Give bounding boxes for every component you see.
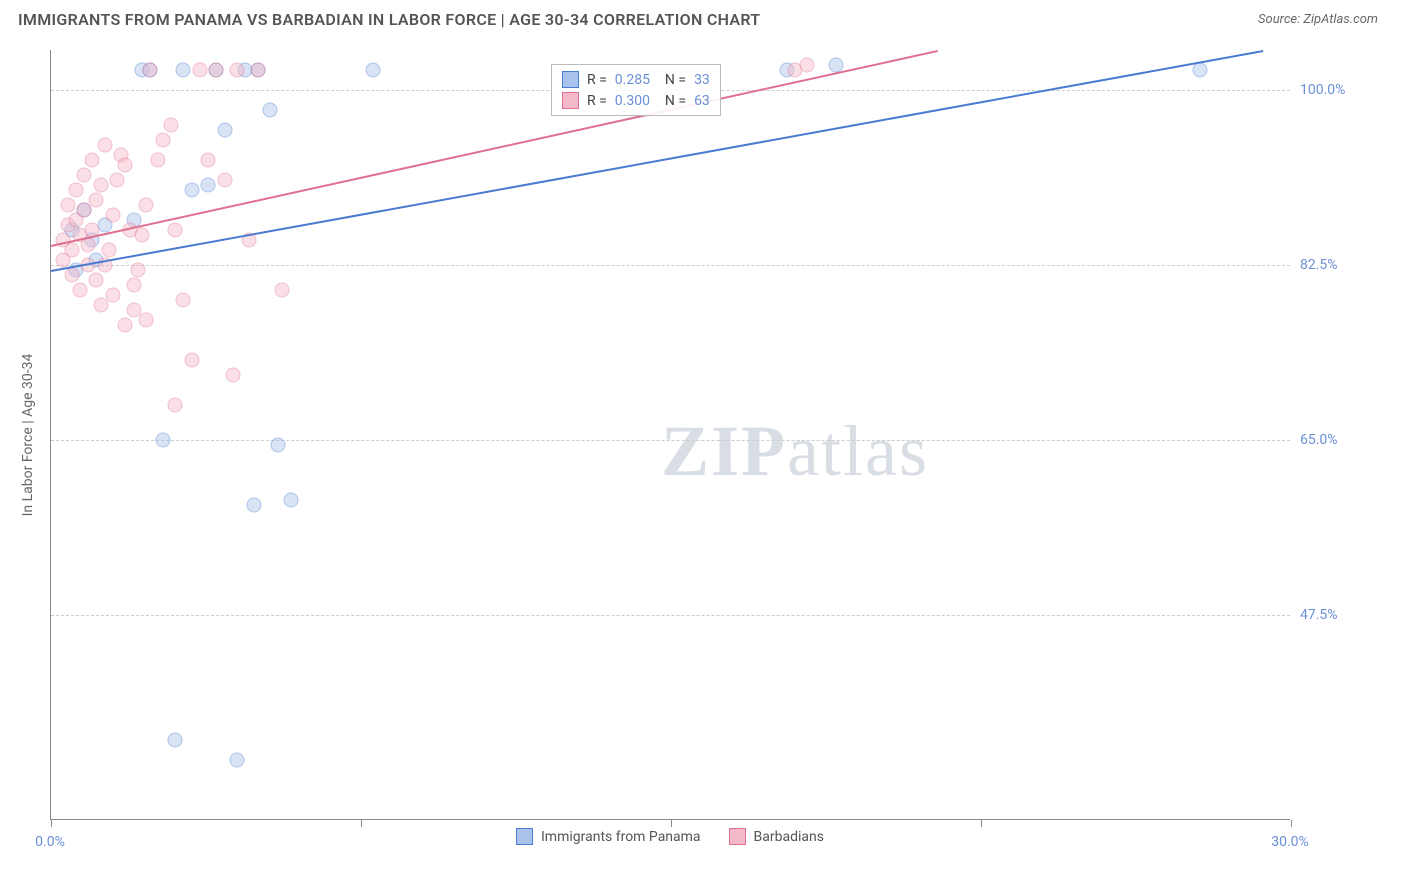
scatter-point [56, 253, 71, 268]
scatter-point [97, 138, 112, 153]
correlation-chart: ZIPatlas R =0.285 N =33R =0.300 N =63 In… [50, 50, 1390, 880]
legend-swatch [562, 71, 579, 88]
y-tick-label: 82.5% [1300, 257, 1338, 273]
scatter-point [126, 278, 141, 293]
scatter-point [184, 183, 199, 198]
scatter-point [134, 228, 149, 243]
scatter-point [275, 283, 290, 298]
y-tick-label: 65.0% [1300, 432, 1338, 448]
scatter-point [89, 193, 104, 208]
scatter-point [217, 173, 232, 188]
legend-n-value: 33 [694, 72, 710, 88]
x-tick-mark [981, 820, 982, 827]
x-tick-mark [671, 820, 672, 827]
scatter-point [93, 298, 108, 313]
scatter-point [60, 198, 75, 213]
legend-swatch [729, 828, 746, 845]
page-title: IMMIGRANTS FROM PANAMA VS BARBADIAN IN L… [18, 10, 760, 29]
scatter-point [163, 118, 178, 133]
scatter-point [101, 243, 116, 258]
trend-line [51, 50, 938, 247]
scatter-point [230, 63, 245, 78]
scatter-point [230, 753, 245, 768]
legend-n-label: N = [658, 72, 686, 88]
legend-stats-row: R = 0.300 N = 63 [562, 90, 710, 111]
scatter-point [283, 493, 298, 508]
scatter-point [77, 203, 92, 218]
legend-r-value: 0.300 [615, 93, 650, 109]
legend-r-value: 0.285 [615, 72, 650, 88]
scatter-point [192, 63, 207, 78]
scatter-point [118, 318, 133, 333]
scatter-point [184, 353, 199, 368]
scatter-point [366, 63, 381, 78]
legend-n-value: 63 [694, 93, 710, 109]
scatter-point [139, 198, 154, 213]
x-tick-label: 0.0% [35, 834, 65, 850]
scatter-point [106, 288, 121, 303]
x-tick-mark [51, 820, 52, 827]
scatter-point [168, 223, 183, 238]
legend-swatch [562, 92, 579, 109]
scatter-point [225, 368, 240, 383]
y-tick-label: 100.0% [1300, 82, 1345, 98]
legend-stats-box: R = 0.285 N = 33 R = 0.300 N = 63 [551, 64, 721, 116]
watermark: ZIPatlas [661, 410, 929, 493]
scatter-point [68, 183, 83, 198]
scatter-point [1193, 63, 1208, 78]
bottom-legend-item: Immigrants from Panama [516, 828, 701, 845]
bottom-legend-label: Barbadians [754, 829, 824, 845]
y-tick-label: 47.5% [1300, 607, 1338, 623]
x-tick-mark [361, 820, 362, 827]
legend-r-label: R = [587, 93, 607, 109]
gridline-horizontal [51, 265, 1290, 266]
legend-n-label: N = [658, 93, 686, 109]
scatter-point [209, 63, 224, 78]
gridline-horizontal [51, 440, 1290, 441]
legend-swatch [516, 828, 533, 845]
x-tick-label: 30.0% [1271, 834, 1309, 850]
scatter-point [139, 313, 154, 328]
x-tick-mark [1291, 820, 1292, 827]
y-axis-label: In Labor Force | Age 30-34 [20, 354, 36, 517]
scatter-point [110, 173, 125, 188]
scatter-point [72, 283, 87, 298]
scatter-point [64, 268, 79, 283]
scatter-point [168, 733, 183, 748]
scatter-point [130, 263, 145, 278]
scatter-point [250, 63, 265, 78]
plot-area: ZIPatlas R = 0.285 N = 33 R = 0.300 N = 63 [50, 50, 1290, 820]
scatter-point [93, 178, 108, 193]
gridline-horizontal [51, 615, 1290, 616]
scatter-point [77, 168, 92, 183]
scatter-point [106, 208, 121, 223]
scatter-point [151, 153, 166, 168]
scatter-point [201, 178, 216, 193]
scatter-point [217, 123, 232, 138]
scatter-point [176, 293, 191, 308]
scatter-point [118, 158, 133, 173]
scatter-point [263, 103, 278, 118]
bottom-legend: Immigrants from Panama Barbadians [50, 828, 1290, 845]
legend-stats-row: R = 0.285 N = 33 [562, 69, 710, 90]
scatter-point [176, 63, 191, 78]
scatter-point [155, 433, 170, 448]
scatter-point [168, 398, 183, 413]
source-credit: Source: ZipAtlas.com [1258, 12, 1378, 27]
watermark-light: atlas [787, 411, 929, 491]
scatter-point [246, 498, 261, 513]
scatter-point [85, 153, 100, 168]
scatter-point [271, 438, 286, 453]
scatter-point [143, 63, 158, 78]
scatter-point [89, 273, 104, 288]
scatter-point [201, 153, 216, 168]
legend-r-label: R = [587, 72, 607, 88]
bottom-legend-item: Barbadians [729, 828, 824, 845]
bottom-legend-label: Immigrants from Panama [541, 829, 701, 845]
scatter-point [155, 133, 170, 148]
scatter-point [800, 58, 815, 73]
watermark-bold: ZIP [661, 411, 787, 491]
